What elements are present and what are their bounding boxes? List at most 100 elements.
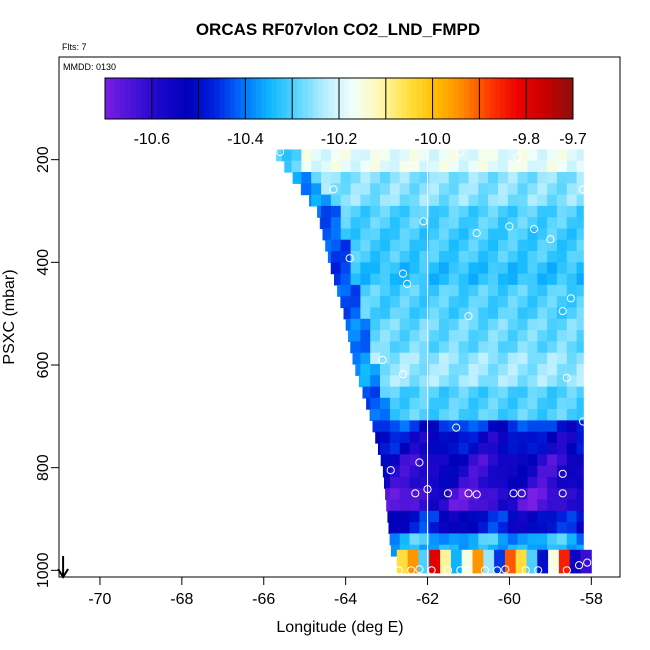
heatmap-cell [352, 352, 361, 365]
heatmap-cell [419, 499, 430, 512]
heatmap-cell [429, 194, 440, 207]
colorbar-swatch [157, 78, 163, 119]
heatmap-cell [399, 465, 411, 478]
heatmap-cell [439, 465, 450, 478]
heatmap-cell [450, 549, 463, 574]
heatmap-cell [468, 510, 479, 523]
heatmap-cell [468, 364, 479, 376]
heatmap-cell [498, 194, 509, 207]
heatmap-cell [498, 330, 509, 342]
colorbar-swatch [255, 78, 262, 119]
heatmap-cell [439, 273, 450, 286]
heatmap-cell [498, 160, 509, 173]
heatmap-cell [566, 420, 578, 433]
heatmap-cell [548, 549, 560, 574]
heatmap-cell [360, 318, 371, 331]
heatmap-cell [566, 488, 578, 501]
heatmap-cell [321, 172, 332, 184]
heatmap-cell [389, 510, 401, 523]
heatmap-cell [389, 217, 401, 230]
heatmap-cell [399, 375, 411, 388]
heatmap-cell [507, 318, 519, 331]
heatmap-cell [517, 262, 528, 275]
heatmap-cell [448, 476, 460, 489]
heatmap-cell [498, 397, 509, 410]
colorbar-swatch [521, 78, 527, 119]
heatmap-cell [409, 217, 420, 230]
heatmap-cell [330, 239, 342, 252]
heatmap-cell [419, 228, 430, 241]
heatmap-cell [488, 375, 499, 388]
heatmap-cell [429, 172, 440, 184]
heatmap-cell [556, 194, 568, 207]
heatmap-cell [507, 149, 519, 162]
heatmap-cell [380, 183, 391, 196]
heatmap-cell [419, 296, 430, 309]
heatmap-cell [547, 172, 558, 184]
heatmap-cell [576, 420, 584, 433]
heatmap-cell [478, 228, 489, 241]
heatmap-cell [399, 352, 411, 365]
heatmap-cell [566, 522, 578, 534]
heatmap-cell [360, 307, 371, 320]
heatmap-cell [418, 549, 430, 574]
heatmap-cell [537, 160, 548, 173]
heatmap-cell [517, 239, 528, 252]
heatmap-cell [576, 251, 584, 263]
heatmap-cell [355, 364, 361, 376]
heatmap-cell [507, 251, 519, 263]
heatmap-cell [380, 364, 391, 376]
heatmap-cell [576, 183, 584, 196]
heatmap-cell [345, 318, 352, 331]
heatmap-cell [478, 420, 489, 433]
heatmap-cell [527, 522, 538, 534]
heatmap-cell [389, 183, 401, 196]
heatmap-cell [517, 217, 528, 230]
observation-marker [558, 307, 567, 316]
heatmap-cell [526, 549, 538, 574]
heatmap-cell [566, 364, 578, 376]
colorbar-label: -10.6 [134, 131, 171, 148]
heatmap-cell [439, 251, 450, 263]
heatmap-cell [556, 420, 568, 433]
heatmap-cell [389, 420, 401, 433]
colorbar-swatch [505, 78, 511, 119]
heatmap-cell [527, 307, 538, 320]
observation-marker [415, 565, 424, 574]
heatmap-cell [547, 318, 558, 331]
heatmap-cell [517, 330, 528, 342]
heatmap-cell [569, 549, 581, 574]
heatmap-cell [380, 386, 391, 399]
heatmap-cell [409, 194, 420, 207]
heatmap-cell [527, 476, 538, 489]
observation-marker [411, 489, 420, 498]
heatmap-cell [389, 465, 401, 478]
heatmap-cell [439, 284, 450, 297]
colorbar-swatch [261, 78, 267, 119]
heatmap-cell [468, 296, 479, 309]
colorbar-swatch [224, 78, 231, 119]
heatmap-cell [547, 183, 558, 196]
heatmap-cell [547, 533, 558, 546]
heatmap-cell [322, 228, 332, 241]
heatmap-cell [378, 443, 381, 455]
heatmap-cell [429, 397, 440, 410]
heatmap-cell [439, 194, 450, 207]
heatmap-cell [370, 273, 381, 286]
heatmap-cell [429, 239, 440, 252]
observation-marker [276, 147, 285, 157]
colorbar-swatch [146, 78, 153, 119]
heatmap-cell [429, 217, 440, 230]
observation-marker [398, 370, 408, 379]
heatmap-cell [527, 510, 538, 523]
heatmap-cell [498, 443, 509, 455]
heatmap-cell [409, 454, 420, 467]
heatmap-cell [399, 239, 411, 252]
heatmap-cell [362, 386, 371, 399]
heatmap-cell [537, 375, 548, 388]
heatmap-cell [580, 549, 592, 574]
heatmap-cell [468, 251, 479, 263]
heatmap-cell [409, 228, 420, 241]
colorbar-swatch [437, 78, 444, 119]
colorbar-frame [104, 77, 574, 120]
